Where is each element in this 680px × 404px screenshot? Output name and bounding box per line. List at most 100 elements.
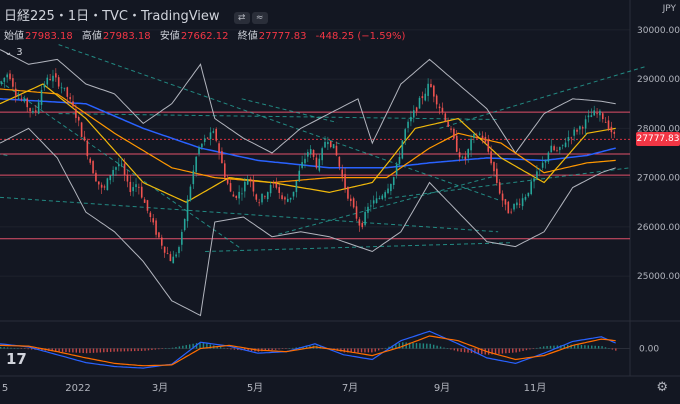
- header-toggles: ⇄ ≈: [232, 9, 268, 24]
- indicator-count: 3: [16, 47, 23, 58]
- macd-histogram-bar: [604, 347, 607, 349]
- macd-histogram-bar: [116, 348, 119, 352]
- macd-histogram-bar: [457, 348, 459, 352]
- candle-body: [375, 198, 378, 204]
- candle-body: [175, 254, 177, 257]
- candle-body: [189, 186, 192, 201]
- trend-line-0: [241, 98, 338, 123]
- y-tick-label-0: 30000.00: [637, 26, 680, 36]
- candle-body: [149, 212, 152, 218]
- x-tick-label-0: 5: [2, 383, 8, 394]
- macd-histogram-bar: [353, 348, 356, 353]
- candle-body: [599, 110, 601, 116]
- macd-histogram-bar: [75, 348, 77, 353]
- candle-body: [69, 97, 71, 100]
- candle-body: [221, 151, 223, 164]
- macd-histogram-bar: [542, 346, 545, 349]
- price-axis[interactable]: 30000.00 29000.00 28000.00 27000.00 26000.00…: [637, 26, 680, 282]
- indicator-toggle[interactable]: ⌄ 3: [4, 47, 23, 58]
- macd-histogram-bar: [199, 342, 201, 349]
- currency-label[interactable]: JPY: [662, 4, 676, 14]
- macd-histogram-bar: [601, 346, 603, 349]
- candle-body: [387, 188, 389, 194]
- y-tick-label-1: 29000.00: [637, 75, 680, 85]
- candle-body: [438, 106, 441, 109]
- candle-body: [129, 181, 132, 193]
- candle-body: [312, 149, 315, 157]
- candle-body: [352, 198, 355, 208]
- candle-body: [109, 175, 112, 181]
- candle-body: [60, 87, 63, 89]
- y-tick-label-2: 28000.00: [637, 124, 680, 134]
- candle-body: [186, 199, 189, 222]
- time-axis[interactable]: 5 2022 3月 5月 7月 9月 11月: [2, 382, 547, 394]
- close-label: 終値: [237, 31, 258, 42]
- candle-body: [324, 141, 326, 148]
- macd-histogram-bar: [0, 346, 2, 349]
- candle-body: [601, 113, 604, 120]
- candle-body: [281, 195, 283, 199]
- macd-histogram-bar: [525, 348, 528, 351]
- wave-icon[interactable]: ≈: [251, 12, 268, 24]
- candle-body: [135, 184, 137, 188]
- gear-icon[interactable]: ⚙: [656, 380, 668, 395]
- macd-histogram-bar: [395, 344, 397, 349]
- chart-header: 日経225・1日・TVC・TradingView ⇄ ≈: [4, 5, 268, 24]
- chevron-down-icon[interactable]: ⌄: [4, 47, 13, 58]
- candle-body: [407, 121, 409, 128]
- macd-histogram-bar: [130, 348, 132, 352]
- macd-histogram-bar: [505, 348, 507, 354]
- macd-histogram-bar: [536, 347, 538, 349]
- macd-histogram-bar: [295, 347, 297, 349]
- macd-histogram-bar: [10, 347, 12, 349]
- candle-body: [203, 138, 206, 142]
- candle-body: [146, 200, 149, 211]
- candle-body: [573, 129, 575, 136]
- candle-body: [195, 156, 197, 172]
- candle-body: [83, 136, 86, 141]
- candle-body: [103, 186, 106, 188]
- bollinger-upper: [0, 49, 616, 154]
- candle-body: [52, 75, 54, 82]
- macd-pane: 0.00: [0, 330, 659, 369]
- x-tick-label-2: 3月: [152, 382, 168, 394]
- candle-body: [226, 178, 229, 184]
- candle-body: [86, 140, 89, 157]
- macd-histogram-bar: [20, 348, 23, 349]
- macd-histogram-bar: [408, 342, 411, 349]
- open-value: 27983.18: [25, 31, 73, 42]
- macd-histogram-bar: [137, 348, 139, 352]
- candle-body: [435, 95, 438, 105]
- macd-histogram-bar: [350, 348, 352, 353]
- macd-histogram-bar: [113, 348, 115, 352]
- candle-body: [23, 98, 26, 102]
- candle-body: [12, 78, 14, 87]
- candle-body: [241, 193, 243, 195]
- macd-histogram-bar: [439, 346, 442, 349]
- candle-body: [596, 113, 598, 115]
- candle-body: [166, 253, 169, 254]
- candle-body: [441, 107, 444, 113]
- macd-histogram-bar: [285, 348, 287, 349]
- macd-histogram-bar: [85, 348, 88, 354]
- macd-histogram-bar: [274, 348, 277, 350]
- candle-body: [470, 138, 472, 151]
- candle-body: [9, 73, 11, 80]
- macd-histogram-bar: [432, 344, 435, 349]
- bollinger-lower: [0, 127, 616, 317]
- bollinger-bands: [0, 49, 616, 317]
- candle-body: [181, 231, 183, 245]
- compare-icon[interactable]: ⇄: [233, 12, 250, 24]
- trend-line-1: [58, 113, 499, 120]
- candle-body: [367, 206, 369, 213]
- macd-histogram-bar: [426, 343, 428, 349]
- macd-histogram-bar: [120, 348, 122, 352]
- candle-body: [55, 73, 57, 78]
- macd-histogram-bar: [58, 348, 60, 352]
- candle-body: [6, 74, 8, 78]
- candle-body: [390, 183, 392, 192]
- candle-body: [370, 205, 372, 207]
- chart-title: 日経225・1日・TVC・TradingView: [4, 9, 220, 24]
- candle-body: [433, 85, 435, 97]
